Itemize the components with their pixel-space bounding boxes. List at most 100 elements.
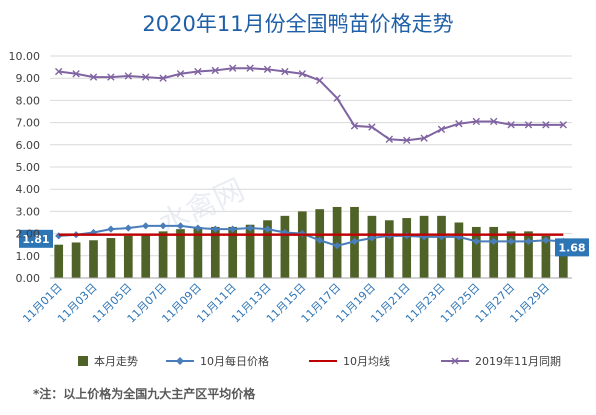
diamond-marker (246, 224, 254, 232)
legend-label: 10月每日价格 (200, 354, 269, 368)
x-marker (437, 125, 446, 133)
x-marker (472, 117, 480, 126)
x-marker (246, 64, 254, 72)
bar (210, 226, 220, 278)
series-line-3 (58, 67, 564, 142)
bar (524, 231, 533, 278)
bar (280, 215, 290, 278)
start-value-label-box (19, 229, 53, 248)
bar (402, 218, 412, 278)
y-tick-label: 1.00 (16, 250, 41, 263)
legend-swatch-bar (78, 356, 88, 366)
diamond-marker (107, 225, 115, 233)
diamond-marker (176, 222, 185, 230)
y-tick-label: 0.00 (16, 272, 41, 285)
y-tick-label: 6.00 (16, 139, 41, 152)
x-marker (350, 122, 359, 130)
diamond-marker (472, 237, 480, 245)
diamond-marker (263, 225, 272, 233)
x-marker (559, 121, 567, 129)
diamond-marker (333, 242, 341, 250)
x-marker (263, 65, 272, 74)
bar (141, 233, 151, 278)
diamond-marker (542, 236, 550, 244)
bar (106, 238, 116, 278)
x-marker (142, 73, 150, 81)
bar (158, 231, 168, 278)
bar (193, 226, 203, 278)
diamond-marker (524, 237, 533, 245)
bar (506, 231, 516, 278)
bar (489, 226, 499, 278)
x-marker (229, 64, 237, 72)
start-value-label: 1.81 (22, 233, 49, 246)
bar (245, 224, 255, 278)
x-marker (316, 76, 324, 85)
x-marker (89, 73, 98, 81)
x-marker (55, 67, 63, 76)
bar (419, 215, 429, 278)
x-marker (455, 120, 463, 128)
end-value-label-box (555, 238, 589, 257)
bar (89, 240, 98, 278)
x-marker (72, 70, 80, 78)
bar (384, 220, 394, 278)
bar (367, 215, 377, 278)
bar (228, 226, 238, 278)
x-marker (211, 66, 219, 75)
y-tick-label: 10.00 (9, 50, 41, 63)
diamond-marker (194, 224, 202, 232)
x-marker (507, 121, 515, 129)
x-marker (159, 74, 167, 82)
diamond-marker (159, 222, 167, 230)
y-tick-label: 4.00 (16, 183, 41, 196)
diamond-marker (420, 233, 428, 241)
x-marker (281, 67, 289, 76)
end-value-label: 1.68 (558, 241, 585, 254)
bar (437, 215, 446, 278)
y-tick-label: 3.00 (16, 205, 41, 218)
x-marker (333, 94, 341, 102)
bar (454, 222, 464, 278)
x-marker (542, 121, 550, 129)
diamond-marker (142, 222, 150, 230)
diamond-marker (281, 228, 289, 237)
diamond-marker (490, 237, 498, 245)
diamond-marker (455, 233, 463, 241)
diamond-marker (316, 236, 324, 244)
x-marker (107, 73, 115, 81)
diamond-marker (124, 224, 132, 232)
legend-label: 本月走势 (94, 354, 138, 368)
diamond-marker (229, 225, 237, 233)
y-tick-label: 2.00 (16, 228, 41, 241)
diamond-marker (368, 234, 376, 242)
x-marker (298, 70, 306, 78)
x-marker (194, 67, 202, 76)
x-marker (124, 72, 132, 80)
bar (263, 220, 272, 278)
bar (541, 235, 551, 278)
footnote: *注：以上价格为全国九大主产区平均价格 (33, 387, 256, 401)
x-marker (524, 121, 533, 129)
x-marker (368, 123, 376, 131)
diamond-marker (211, 225, 219, 233)
x-marker (403, 136, 411, 145)
y-tick-label: 8.00 (16, 94, 41, 107)
legend-label: 10月均线 (343, 354, 390, 368)
x-marker (385, 135, 393, 143)
bar (123, 235, 133, 278)
bar (176, 229, 185, 278)
y-tick-label: 9.00 (16, 72, 41, 85)
legend-label: 2019年11月同期 (475, 354, 561, 368)
chart-title: 2020年11月份全国鸭苗价格走势 (142, 12, 454, 36)
bar (71, 242, 81, 278)
x-marker (176, 70, 185, 78)
y-tick-label: 7.00 (16, 117, 41, 130)
bar (471, 226, 481, 278)
x-marker (490, 117, 498, 126)
y-tick-label: 5.00 (16, 161, 41, 174)
diamond-marker (507, 237, 515, 245)
x-marker (420, 134, 428, 142)
diamond-marker (350, 237, 359, 245)
